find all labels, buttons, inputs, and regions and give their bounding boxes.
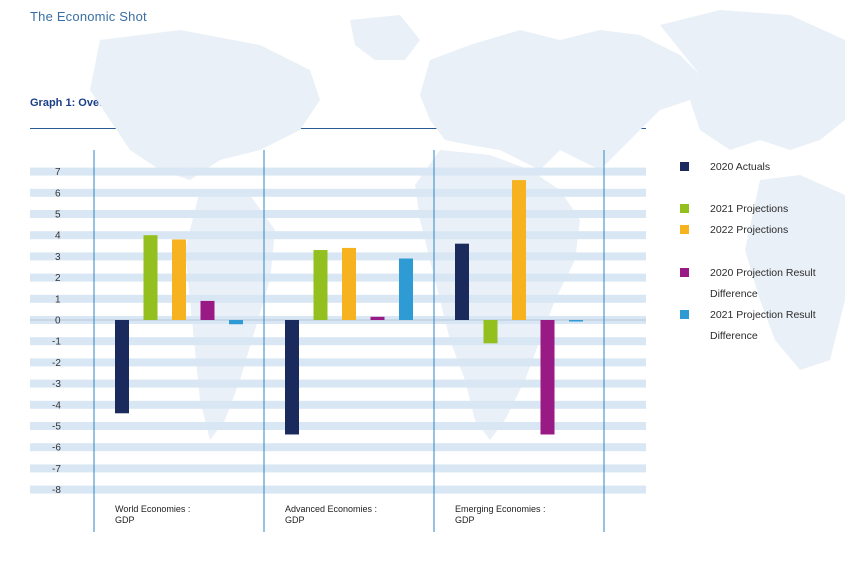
y-tick-label: -6 xyxy=(52,443,61,454)
y-tick-label: 2 xyxy=(55,273,61,284)
bars xyxy=(115,180,583,435)
y-tick-label: -2 xyxy=(52,358,61,369)
gridline xyxy=(30,231,646,240)
y-axis-ticks: 7 6 5 4 3 2 1 0 -1 -2 -3 -4 -5 -6 -7 -8 xyxy=(52,167,61,496)
legend-swatch xyxy=(680,225,689,234)
gridline xyxy=(30,379,646,388)
bar xyxy=(512,180,526,320)
legend-label: 2020 Projection Result Difference xyxy=(710,263,845,305)
legend-label-line: 2020 Actuals xyxy=(710,161,771,173)
gridline xyxy=(30,400,646,409)
gridline xyxy=(30,188,646,197)
bar xyxy=(540,320,555,435)
legend-swatch xyxy=(680,204,689,213)
legend-label: 2020 Actuals xyxy=(710,157,845,178)
y-tick-label: 5 xyxy=(55,210,61,221)
legend-swatch xyxy=(680,310,689,319)
legend-label-line: 2020 Projection Result xyxy=(710,267,816,279)
horizontal-gridlines xyxy=(30,167,646,494)
gridline xyxy=(30,443,646,452)
bar xyxy=(313,250,328,320)
legend-swatch xyxy=(680,268,689,277)
y-tick-label: -4 xyxy=(52,400,61,411)
bar xyxy=(483,320,498,344)
legend-label-line: Difference xyxy=(710,330,758,342)
report-header-title: The Economic Shot xyxy=(30,9,147,24)
y-tick-label: 3 xyxy=(55,252,61,263)
x-category-label: GDP xyxy=(285,515,305,525)
bar xyxy=(342,247,356,320)
bar xyxy=(455,243,469,320)
legend-label: 2021 Projection Result Difference xyxy=(710,305,845,347)
gridline xyxy=(30,422,646,430)
bar xyxy=(115,320,129,414)
title-divider xyxy=(30,128,646,129)
legend-label: 2022 Projections xyxy=(710,220,845,241)
bar xyxy=(399,258,413,320)
bar xyxy=(569,320,583,322)
gridline xyxy=(30,485,646,494)
x-category-label: GDP xyxy=(455,515,475,525)
x-category-label: World Economies : xyxy=(115,504,190,514)
group-dividers xyxy=(93,150,605,532)
bar xyxy=(200,300,215,320)
y-tick-label: -7 xyxy=(52,464,61,475)
y-tick-label: 1 xyxy=(55,294,61,305)
y-tick-label: -1 xyxy=(52,337,61,348)
gridline xyxy=(30,464,646,473)
y-tick-label: 7 xyxy=(55,167,61,178)
y-tick-label: 6 xyxy=(55,188,61,199)
y-tick-label: 0 xyxy=(55,316,61,327)
x-category-label: Advanced Economies : xyxy=(285,504,377,514)
legend-label-line: 2022 Projections xyxy=(710,224,789,236)
bar xyxy=(143,235,158,320)
x-category-label: GDP xyxy=(115,515,135,525)
bar xyxy=(285,320,299,435)
gridline xyxy=(30,252,646,261)
gridline xyxy=(30,294,646,303)
gridline xyxy=(30,337,646,346)
y-tick-label: 4 xyxy=(55,231,61,242)
bar xyxy=(229,320,243,325)
legend-swatch xyxy=(680,162,689,171)
gridline xyxy=(30,210,646,218)
legend-label-line: 2021 Projections xyxy=(710,203,789,215)
legend-label-line: Difference xyxy=(710,288,758,300)
legend-label-line: 2021 Projection Result xyxy=(710,309,816,321)
bar xyxy=(172,239,186,320)
y-tick-label: -3 xyxy=(52,379,61,390)
x-category-label: Emerging Economies : xyxy=(455,504,546,514)
legend-label: 2021 Projections xyxy=(710,199,845,220)
gridline xyxy=(30,273,646,282)
gridline xyxy=(30,358,646,367)
gridline xyxy=(30,167,646,176)
y-tick-label: -5 xyxy=(52,422,61,433)
y-tick-label: -8 xyxy=(52,485,61,496)
bar xyxy=(370,316,385,320)
